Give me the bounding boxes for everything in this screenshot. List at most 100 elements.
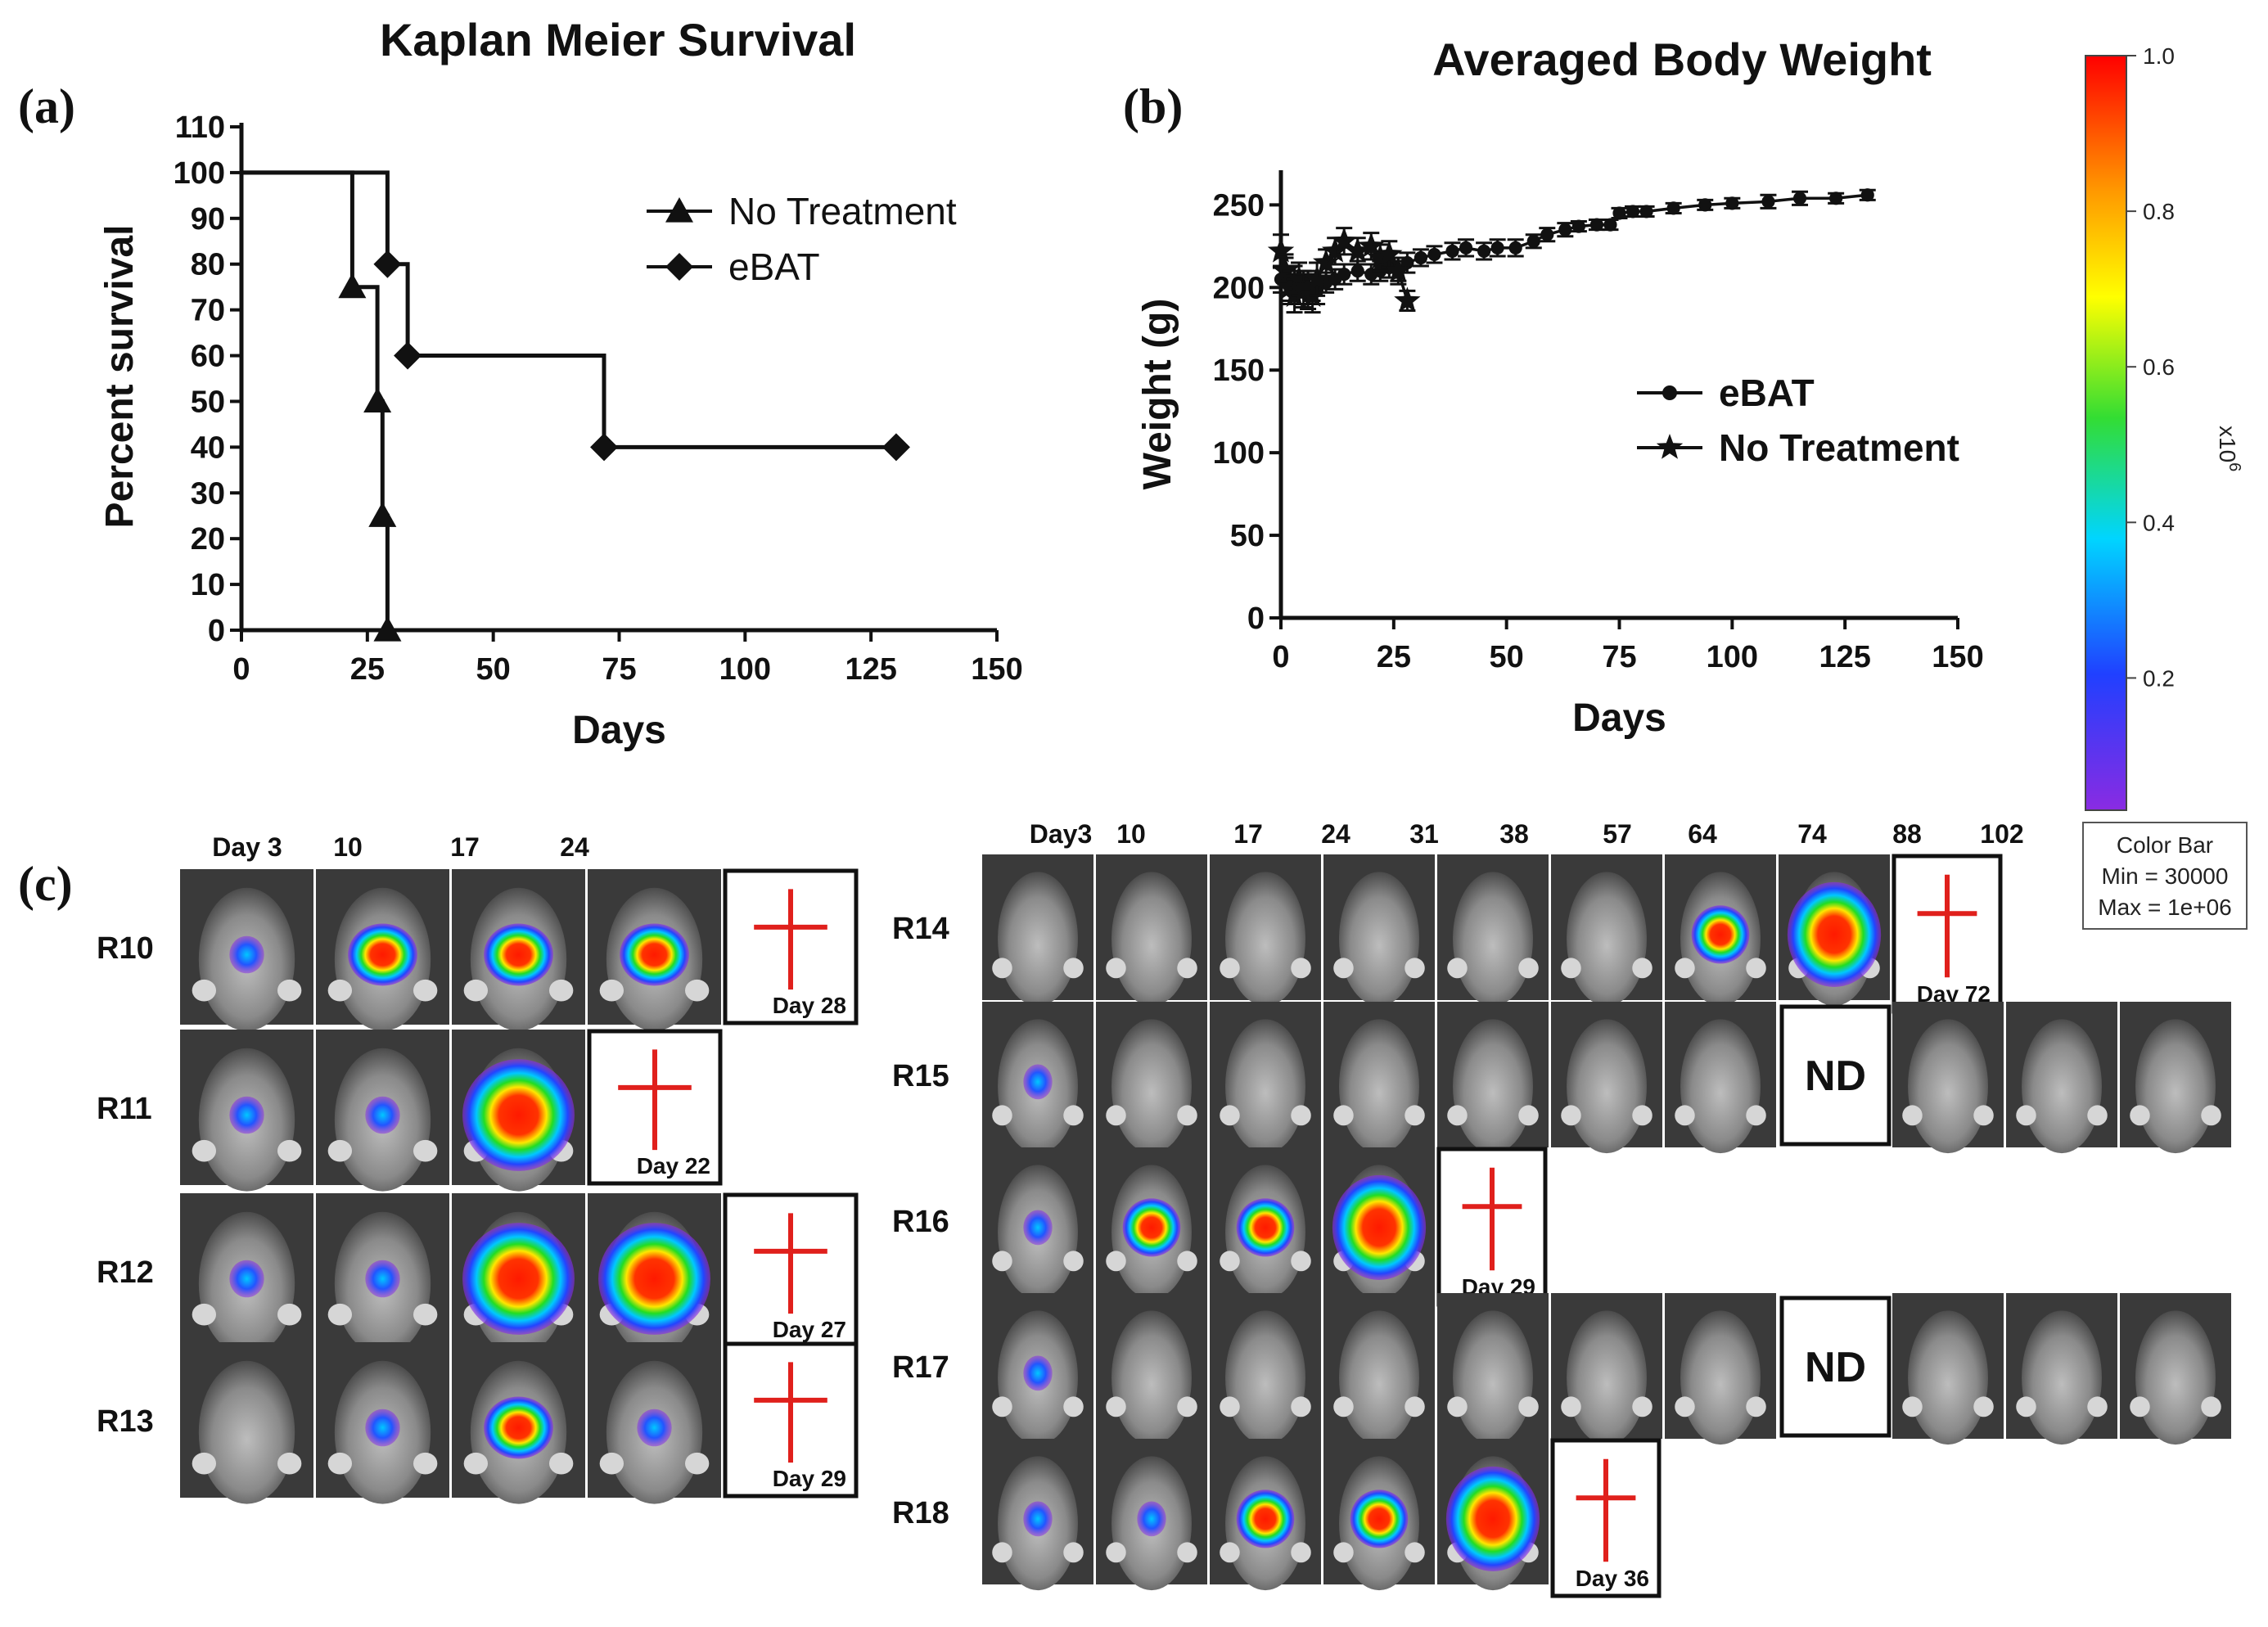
bioluminescence-signal xyxy=(1236,1490,1295,1548)
data-point xyxy=(1490,241,1504,255)
mouse-paw xyxy=(327,1452,353,1475)
mouse-paw xyxy=(1177,1542,1197,1563)
y-axis-label: Weight (g) xyxy=(1136,299,1179,490)
mouse-paw xyxy=(1291,1251,1311,1272)
mouse-paw xyxy=(2016,1105,2036,1126)
imaging-tile xyxy=(2120,1002,2231,1154)
series-ebat xyxy=(241,170,910,462)
mouse-paw xyxy=(1632,1105,1653,1126)
imaging-tile xyxy=(2120,1293,2231,1445)
chart-title: Averaged Body Weight xyxy=(1432,34,1932,85)
data-point xyxy=(1303,265,1331,291)
mouse-silhouette xyxy=(1111,872,1192,1007)
mouse-paw xyxy=(1405,1396,1425,1417)
legend-marker xyxy=(1656,434,1684,459)
data-point xyxy=(1400,255,1414,270)
mouse-paw xyxy=(1632,1396,1653,1417)
data-point xyxy=(373,250,402,278)
row-label: R12 xyxy=(97,1255,154,1290)
x-tick-label: 150 xyxy=(1932,640,1983,674)
imaging-tile xyxy=(180,1030,313,1192)
day-label: 38 xyxy=(1499,819,1529,849)
bioluminescence-signal xyxy=(1332,1174,1427,1280)
mouse-paw xyxy=(1106,1542,1126,1563)
mouse-silhouette xyxy=(1339,1310,1419,1445)
mouse-paw xyxy=(599,1452,624,1475)
legend-marker xyxy=(1662,385,1677,400)
mouse-silhouette xyxy=(1339,872,1419,1007)
mouse-paw xyxy=(684,1452,710,1475)
mouse-silhouette xyxy=(1225,1019,1305,1154)
color-bar-exponent: x106 xyxy=(2215,426,2243,471)
imaging-grid-left: Day 3 10 17 24 R10 Day 28 R11 Day 22 R12 Day 27 R1… xyxy=(97,832,859,1504)
y-tick-label: 10 xyxy=(191,568,225,602)
imaging-tile xyxy=(588,1193,721,1355)
bioluminescence-signal xyxy=(1787,881,1882,987)
y-tick-label: 30 xyxy=(191,476,225,511)
data-point xyxy=(1725,196,1739,210)
bioluminescence-signal xyxy=(1137,1501,1166,1537)
imaging-tile xyxy=(1437,1293,1549,1445)
death-marker: Day 22 xyxy=(587,1029,723,1186)
mouse-paw xyxy=(463,1452,489,1475)
bioluminescence-signal xyxy=(620,923,689,986)
mouse-paw xyxy=(1447,1105,1468,1126)
data-point xyxy=(1477,244,1491,258)
nd-label: ND xyxy=(1805,1344,1866,1391)
y-tick-label: 250 xyxy=(1213,188,1265,223)
imaging-tile xyxy=(180,869,313,1031)
panel-label-b: (b) xyxy=(1123,79,1183,133)
imaging-tile xyxy=(1323,1439,1435,1591)
data-point xyxy=(1445,244,1459,258)
mouse-paw xyxy=(1106,1396,1126,1417)
data-point xyxy=(1508,241,1522,255)
bioluminescence-signal xyxy=(462,1059,575,1171)
bioluminescence-signal xyxy=(484,923,553,986)
y-tick-label: 100 xyxy=(1213,436,1265,471)
data-point xyxy=(1350,264,1364,278)
bioluminescence-signal xyxy=(1023,1064,1053,1100)
panel-label-a: (a) xyxy=(18,79,75,133)
mouse-paw xyxy=(1063,958,1084,979)
y-tick-label: 110 xyxy=(175,110,225,145)
death-day-label: Day 22 xyxy=(637,1153,710,1179)
mouse-paw xyxy=(992,1542,1012,1563)
x-tick-label: 125 xyxy=(1819,640,1870,674)
mouse-paw xyxy=(1518,1396,1539,1417)
mouse-paw xyxy=(413,1452,438,1475)
row-label: R11 xyxy=(97,1092,152,1126)
imaging-tile xyxy=(982,1439,1093,1591)
mouse-paw xyxy=(1063,1105,1084,1126)
mouse-paw xyxy=(1106,958,1126,979)
bioluminescence-signal xyxy=(365,1260,400,1298)
mouse-paw xyxy=(1333,1396,1354,1417)
mouse-paw xyxy=(1518,958,1539,979)
mouse-paw xyxy=(548,979,574,1002)
survival-line xyxy=(241,170,896,449)
day-label: 24 xyxy=(1321,819,1350,849)
data-point xyxy=(1299,282,1326,308)
day-label: 10 xyxy=(333,832,363,862)
data-point xyxy=(1526,234,1540,248)
data-point xyxy=(1639,205,1653,219)
imaging-tile xyxy=(1665,1002,1776,1154)
data-point xyxy=(1792,192,1807,205)
mouse-paw xyxy=(548,1452,574,1475)
x-tick-label: 100 xyxy=(1707,640,1758,674)
mouse-paw xyxy=(1561,1105,1581,1126)
imaging-tile xyxy=(1892,1002,2004,1154)
mouse-paw xyxy=(1220,1251,1240,1272)
imaging-tile xyxy=(316,1030,449,1192)
imaging-tile xyxy=(1210,854,1321,1007)
mouse-paw xyxy=(2201,1105,2221,1126)
series-no-treatment xyxy=(241,170,402,642)
mouse-paw xyxy=(992,958,1012,979)
mouse-paw xyxy=(1561,958,1581,979)
death-day-label: Day 28 xyxy=(773,993,846,1018)
mouse-paw xyxy=(1632,958,1653,979)
mouse-silhouette xyxy=(2022,1310,2102,1445)
data-point xyxy=(1625,205,1640,219)
imaging-tile xyxy=(588,1342,721,1504)
chart-title: Kaplan Meier Survival xyxy=(380,14,856,65)
legend-label: No Treatment xyxy=(728,190,957,232)
